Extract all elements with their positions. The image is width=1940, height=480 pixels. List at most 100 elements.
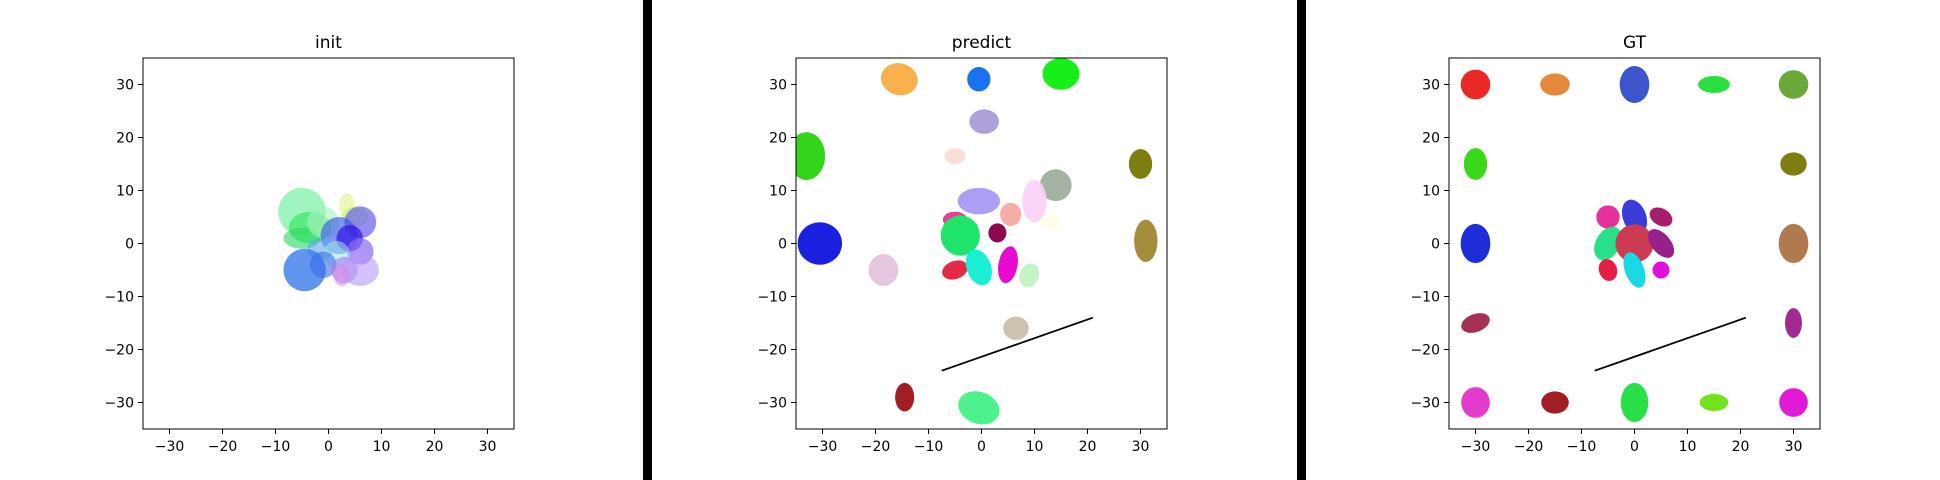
y-tick-label: −30 (104, 396, 134, 412)
x-tick-label: 0 (977, 439, 986, 455)
ellipse-mark (1615, 224, 1654, 263)
ellipse-mark (1042, 58, 1080, 90)
x-tick-label: −30 (808, 439, 838, 455)
ellipse-mark (1780, 152, 1807, 176)
y-tick-label: 30 (1422, 78, 1440, 94)
panel-separator-right (1297, 0, 1306, 480)
ellipse-mark (1463, 148, 1488, 180)
x-tick-label: −10 (914, 439, 944, 455)
y-tick-label: −20 (757, 343, 787, 359)
panel-init: −30 −20 −10 0 10 20 30 −30 −20 −10 0 10 20 30 init (104, 33, 515, 455)
x-tick-label: −30 (155, 439, 185, 455)
ellipse-mark (1652, 261, 1670, 279)
x-tick-label: 30 (1785, 439, 1803, 455)
ellipse-mark (1019, 263, 1040, 288)
ellipse-mark (1778, 70, 1809, 99)
line-mark (1594, 316, 1747, 372)
ellipse-mark (1619, 65, 1650, 104)
y-tick-label: −30 (757, 396, 787, 412)
y-tick-label: −30 (1410, 396, 1440, 412)
ellipse-mark (797, 222, 843, 265)
plot-area (278, 187, 379, 292)
y-tick-label: 0 (778, 237, 787, 253)
ellipse-mark (988, 223, 1007, 243)
y-tick-label: 0 (125, 237, 134, 253)
ellipse-mark (333, 264, 350, 286)
panel-title: predict (952, 33, 1012, 53)
ellipse-mark (958, 391, 1000, 425)
y-tick-label: −10 (104, 290, 134, 306)
y-tick-label: 20 (769, 131, 787, 147)
ellipse-mark (1623, 252, 1646, 288)
panel-gt: −30 −20 −10 0 10 20 30 −30 −20 −10 0 10 20 30 GT (1410, 33, 1821, 455)
ellipse-mark (895, 382, 915, 412)
y-tick-label: −10 (757, 290, 787, 306)
ellipse-mark (1460, 69, 1491, 100)
ellipse-mark (1698, 76, 1730, 93)
ellipse-mark (880, 63, 918, 96)
x-tick-label: 20 (1079, 439, 1097, 455)
ellipse-mark (1003, 316, 1029, 340)
ellipse-mark (796, 132, 826, 180)
ellipse-mark (1022, 179, 1047, 223)
ellipse-mark (1540, 73, 1570, 96)
x-tick-label: −20 (1514, 439, 1544, 455)
y-tick-label: 10 (769, 184, 787, 200)
ellipse-mark (1039, 169, 1072, 202)
ellipse-mark (868, 254, 899, 286)
ellipse-mark (1699, 394, 1729, 411)
plot-area (796, 58, 1158, 425)
ellipse-mark (957, 187, 1001, 215)
ellipse-mark (944, 148, 966, 164)
panel-separator-left (643, 0, 652, 480)
ellipse-mark (1596, 205, 1620, 229)
ellipse-mark (1134, 219, 1158, 263)
ellipse-mark (967, 67, 991, 92)
ellipse-mark (1000, 202, 1022, 227)
y-tick-label: −10 (1410, 290, 1440, 306)
y-tick-label: 0 (1431, 237, 1440, 253)
panel-predict: −30 −20 −10 0 10 20 30 −30 −20 −10 0 10 20 30 predict (757, 33, 1168, 455)
y-tick-label: 20 (116, 131, 134, 147)
ellipse-mark (1649, 207, 1673, 227)
x-tick-label: −30 (1461, 439, 1491, 455)
ellipse-mark (1594, 226, 1622, 261)
ellipse-mark (969, 109, 999, 134)
x-tick-label: −20 (208, 439, 238, 455)
y-tick-label: 30 (116, 78, 134, 94)
ellipse-mark (1460, 223, 1491, 264)
x-tick-label: 10 (1679, 439, 1697, 455)
x-tick-label: 0 (324, 439, 333, 455)
line-mark (941, 316, 1094, 372)
x-tick-label: −20 (861, 439, 891, 455)
y-tick-label: 30 (769, 78, 787, 94)
x-tick-label: −10 (1567, 439, 1597, 455)
y-tick-label: 20 (1422, 131, 1440, 147)
ellipse-mark (341, 254, 379, 286)
x-tick-label: 0 (1630, 439, 1639, 455)
ellipse-mark (940, 215, 980, 256)
ellipse-mark (1461, 313, 1490, 333)
x-tick-label: 30 (1132, 439, 1150, 455)
ellipse-mark (998, 246, 1018, 284)
ellipse-mark (942, 260, 968, 280)
x-tick-label: 10 (373, 439, 391, 455)
x-tick-label: 20 (426, 439, 444, 455)
ellipse-mark (1647, 229, 1675, 258)
y-tick-label: −20 (104, 343, 134, 359)
ellipse-mark (1128, 149, 1153, 179)
panel-title: init (315, 33, 342, 53)
ellipse-mark (1598, 259, 1618, 281)
ellipse-mark (1779, 388, 1808, 417)
y-tick-label: 10 (1422, 184, 1440, 200)
x-tick-label: 20 (1732, 439, 1750, 455)
ellipse-mark (965, 249, 992, 286)
ellipse-mark (1620, 382, 1649, 423)
ellipse-mark (1461, 387, 1490, 418)
x-tick-label: 10 (1026, 439, 1044, 455)
ellipse-mark (1778, 223, 1809, 264)
x-tick-label: 30 (479, 439, 497, 455)
ellipse-mark (309, 251, 337, 278)
y-tick-label: 10 (116, 184, 134, 200)
